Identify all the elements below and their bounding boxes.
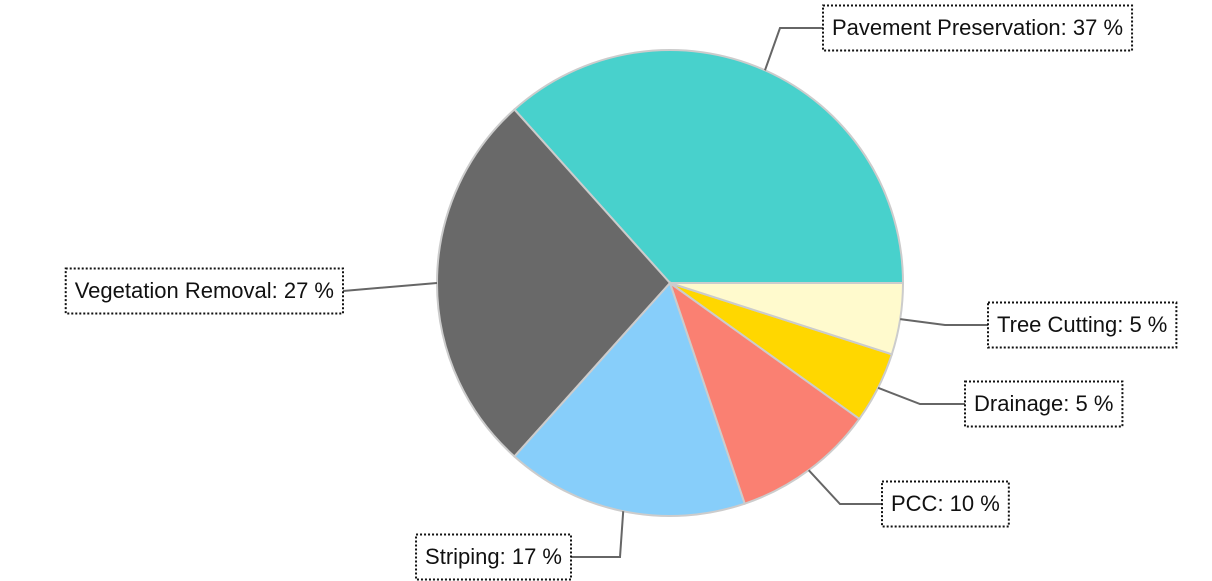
data-label: Vegetation Removal: 27 %: [75, 278, 334, 303]
pie-slice: [513, 281, 747, 517]
label-box: [822, 4, 1134, 52]
label-box: [881, 480, 1010, 528]
leader-line: [877, 386, 965, 405]
label-box: [964, 380, 1124, 428]
data-label: Striping: 17 %: [425, 544, 562, 569]
data-label: PCC: 10 %: [891, 491, 1000, 516]
data-label: Drainage: 5 %: [974, 391, 1113, 416]
pie-slice: [669, 282, 905, 356]
data-label: Tree Cutting: 5 %: [997, 312, 1167, 337]
leader-line: [764, 27, 823, 71]
pie-slice: [436, 108, 672, 458]
leader-line: [807, 469, 882, 505]
pie-slice: [513, 49, 905, 284]
leader-line: [900, 318, 988, 326]
label-box: [415, 533, 572, 581]
data-label: Pavement Preservation: 37 %: [832, 15, 1123, 40]
leader-line: [571, 511, 625, 558]
label-box: [987, 301, 1178, 349]
leader-line: [342, 282, 438, 292]
pie-slice: [668, 280, 861, 505]
label-box: [64, 267, 344, 315]
